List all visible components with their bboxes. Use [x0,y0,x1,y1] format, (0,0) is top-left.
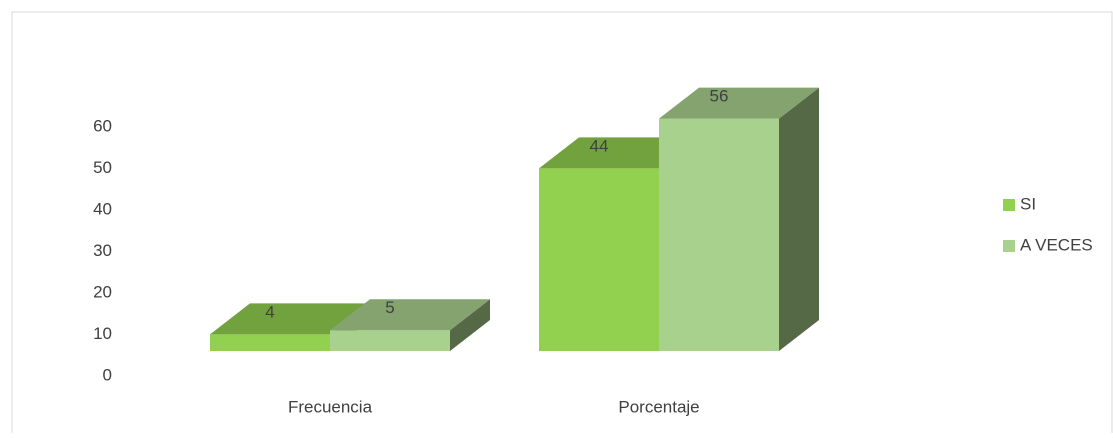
legend-label: SI [1020,194,1036,213]
y-tick-label: 0 [103,365,112,384]
y-tick-label: 50 [93,158,112,177]
bar-top [210,303,370,335]
bar [539,168,659,351]
bar-top [659,87,819,119]
x-tick-label: Frecuencia [288,397,373,416]
legend-swatch [1003,240,1015,252]
y-tick-label: 20 [93,282,112,301]
data-label: 56 [710,87,729,106]
bar-side [450,299,490,351]
x-tick-label: Porcentaje [618,397,699,416]
data-label: 5 [385,298,394,317]
bar [210,334,330,351]
bar [330,330,450,351]
data-label: 44 [590,136,609,155]
bar [659,118,779,351]
y-tick-label: 30 [93,241,112,260]
bar-top [330,299,490,331]
data-label: 4 [265,302,274,321]
y-tick-label: 40 [93,199,112,218]
bar-side [779,87,819,351]
legend-swatch [1003,199,1015,211]
legend-label: A VECES [1020,235,1093,254]
y-tick-label: 10 [93,324,112,343]
y-tick-label: 60 [93,116,112,135]
